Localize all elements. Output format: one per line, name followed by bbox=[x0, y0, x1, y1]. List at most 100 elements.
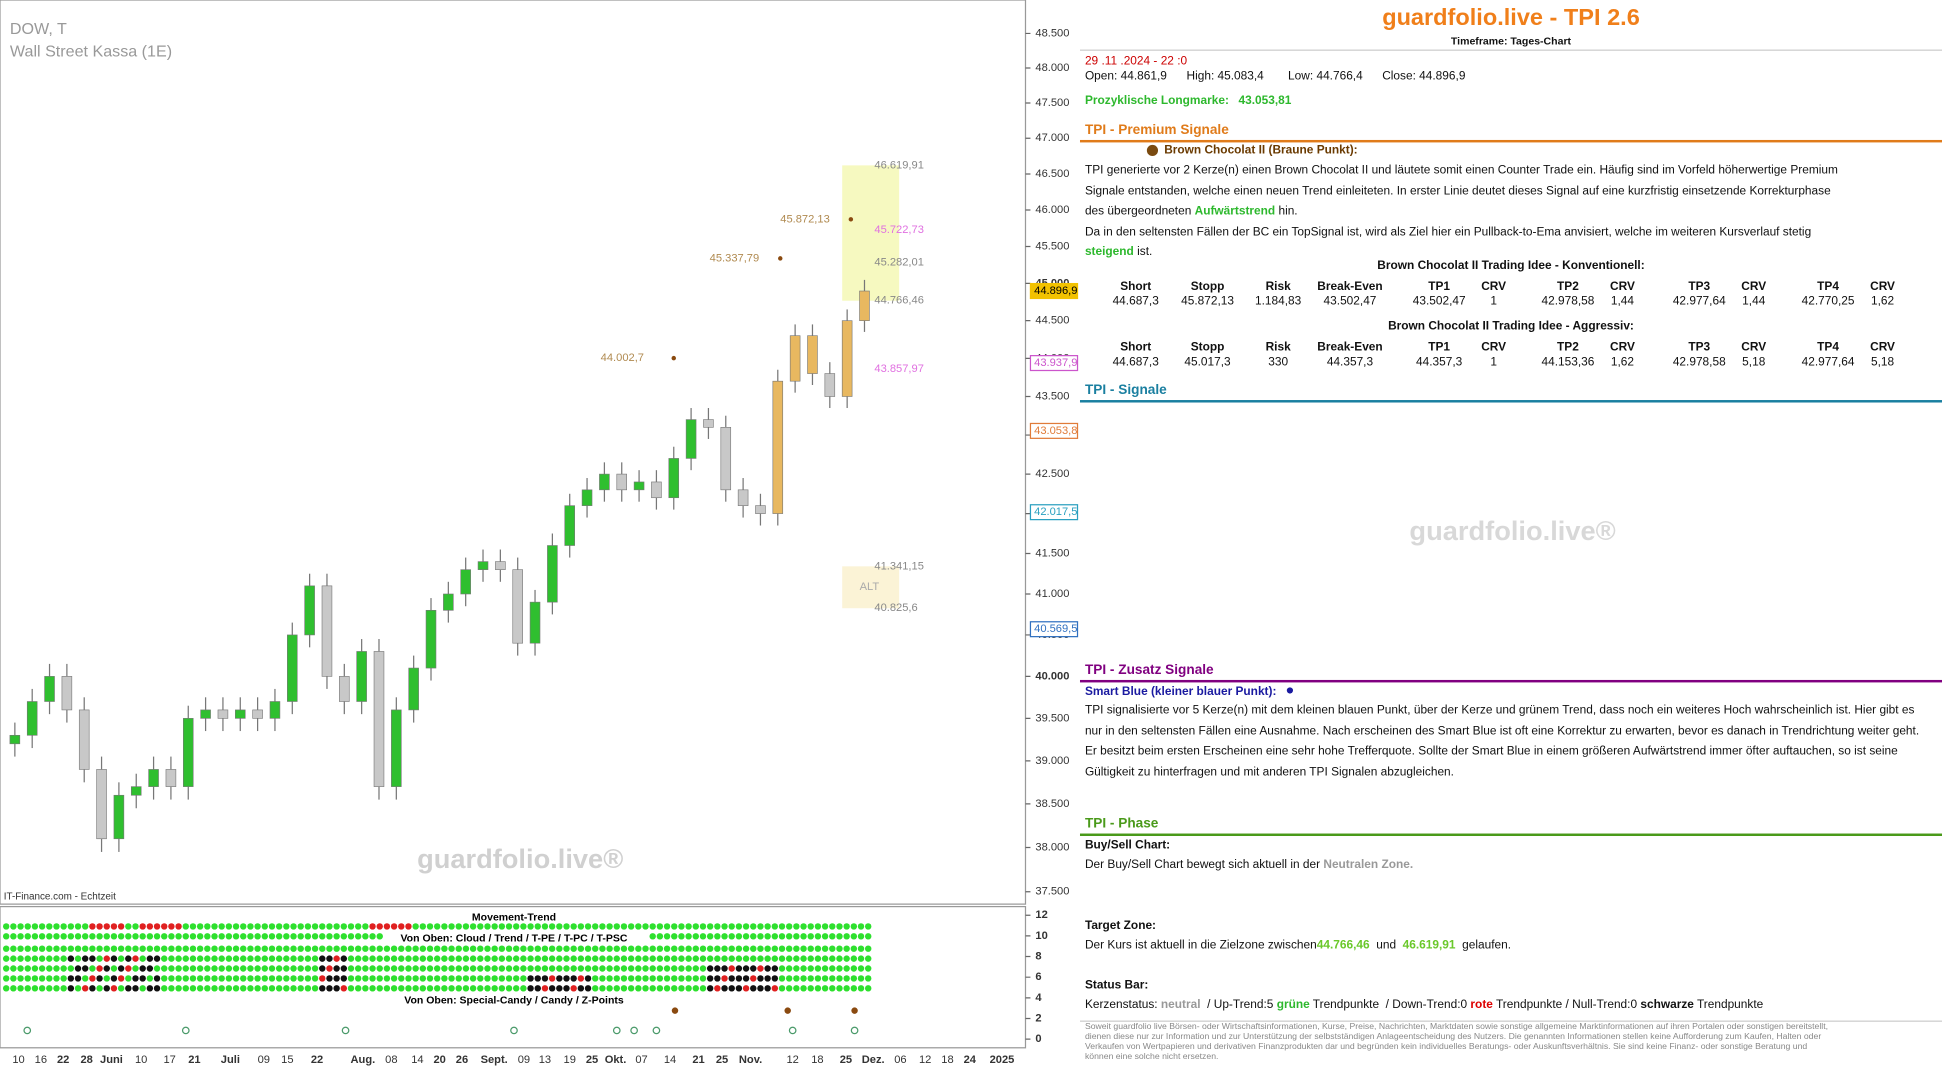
trend-dot bbox=[685, 985, 692, 992]
trend-dot bbox=[38, 975, 46, 982]
trend-dot bbox=[405, 955, 412, 962]
trend-dot bbox=[146, 965, 154, 972]
trend-dot bbox=[735, 945, 743, 952]
trend-dot bbox=[419, 955, 427, 962]
signal-label: 45.337,79 bbox=[710, 252, 760, 264]
trend-dot bbox=[864, 975, 872, 982]
trend-dot bbox=[520, 923, 527, 930]
trend-dot bbox=[793, 975, 800, 982]
trend-dot bbox=[656, 923, 664, 930]
candle-body bbox=[339, 676, 350, 702]
trend-dot bbox=[793, 945, 800, 952]
trend-dot bbox=[584, 985, 592, 992]
trend-dot bbox=[821, 965, 829, 972]
candle-body bbox=[599, 473, 610, 491]
trend-dot bbox=[211, 923, 218, 930]
trend-dot bbox=[577, 975, 585, 982]
trend-dot bbox=[426, 985, 434, 992]
x-tick-label: 16 bbox=[35, 1054, 47, 1066]
trend-dot bbox=[462, 985, 470, 992]
text: Aufwärtstrend bbox=[1194, 204, 1276, 218]
trend-dot bbox=[125, 933, 132, 940]
x-tick-label: 24 bbox=[964, 1054, 977, 1066]
trend-dot bbox=[319, 975, 326, 982]
candle-body bbox=[755, 505, 766, 514]
trend-dot bbox=[139, 965, 146, 972]
trend-dot bbox=[477, 923, 484, 930]
text: Da in den seltensten Fällen der BC ein T… bbox=[1084, 224, 1812, 239]
trend-dot bbox=[548, 955, 556, 962]
trend-dot bbox=[261, 933, 269, 940]
trend-dot bbox=[541, 923, 549, 930]
trend-dot bbox=[297, 945, 304, 952]
trend-dot bbox=[620, 945, 628, 952]
trend-dot bbox=[592, 923, 599, 930]
trend-dot bbox=[534, 985, 541, 992]
trend-dot bbox=[785, 965, 793, 972]
x-tick-label: 12 bbox=[786, 1054, 798, 1066]
trend-dot bbox=[390, 945, 398, 952]
trend-dot bbox=[527, 955, 534, 962]
trend-dot bbox=[175, 955, 182, 962]
trend-dot bbox=[225, 965, 233, 972]
table-header: CRV bbox=[1610, 279, 1635, 294]
trend-dot bbox=[850, 933, 858, 940]
trend-dot bbox=[340, 933, 348, 940]
target-zone bbox=[842, 165, 900, 301]
trend-dot bbox=[757, 923, 764, 930]
trend-dot bbox=[161, 933, 168, 940]
z-point bbox=[181, 1026, 190, 1035]
trend-dot bbox=[606, 975, 613, 982]
trend-dot bbox=[218, 955, 225, 962]
trend-dot bbox=[714, 933, 721, 940]
trend-dot bbox=[168, 965, 175, 972]
trend-dot bbox=[175, 923, 182, 930]
trend-dot bbox=[383, 923, 391, 930]
trend-dot bbox=[117, 923, 125, 930]
trend-dot bbox=[46, 923, 53, 930]
table-cell: 330 bbox=[1268, 355, 1289, 370]
candy-dot bbox=[851, 1007, 858, 1014]
trend-dot bbox=[369, 955, 376, 962]
trend-dot bbox=[182, 945, 189, 952]
trend-dot bbox=[627, 923, 635, 930]
trend-dot bbox=[297, 965, 304, 972]
trend-dot bbox=[189, 975, 197, 982]
trend-dot bbox=[584, 965, 592, 972]
trend-dot bbox=[189, 945, 197, 952]
trend-dot bbox=[405, 945, 412, 952]
trend-dot bbox=[161, 985, 168, 992]
trend-dot bbox=[800, 965, 807, 972]
y-tick-label: 45.500 bbox=[1035, 240, 1069, 252]
level-label: 45.282,01 bbox=[874, 256, 924, 268]
trend-dot bbox=[311, 933, 319, 940]
candle-body bbox=[9, 734, 21, 745]
price-marker bbox=[1029, 621, 1079, 638]
trend-dot bbox=[362, 985, 369, 992]
trend-dot bbox=[556, 955, 563, 962]
trend-dot bbox=[548, 923, 556, 930]
y-tick-label: 39.500 bbox=[1035, 712, 1069, 724]
candle-body bbox=[824, 373, 836, 397]
trend-dot bbox=[613, 955, 621, 962]
trend-dot bbox=[864, 945, 872, 952]
trend-dot bbox=[484, 945, 491, 952]
trend-dot bbox=[857, 933, 865, 940]
close: Close: 44.896,9 bbox=[1382, 69, 1466, 83]
trend-dot bbox=[240, 965, 247, 972]
z-point bbox=[612, 1026, 621, 1035]
x-tick-label: 08 bbox=[385, 1054, 397, 1066]
trend-dot bbox=[225, 975, 233, 982]
trend-dot bbox=[757, 955, 764, 962]
trend-dot bbox=[153, 933, 161, 940]
table-cell: 45.872,13 bbox=[1181, 294, 1234, 309]
table-cell: 44.687,3 bbox=[1112, 355, 1159, 370]
candle-body bbox=[807, 335, 818, 374]
trend-dot bbox=[843, 923, 850, 930]
trend-dot bbox=[620, 923, 628, 930]
trend-dot bbox=[663, 965, 671, 972]
trend-dot bbox=[541, 955, 549, 962]
trend-dot bbox=[735, 985, 743, 992]
x-tick-label: Okt. bbox=[605, 1054, 627, 1066]
trend-dot bbox=[829, 945, 836, 952]
